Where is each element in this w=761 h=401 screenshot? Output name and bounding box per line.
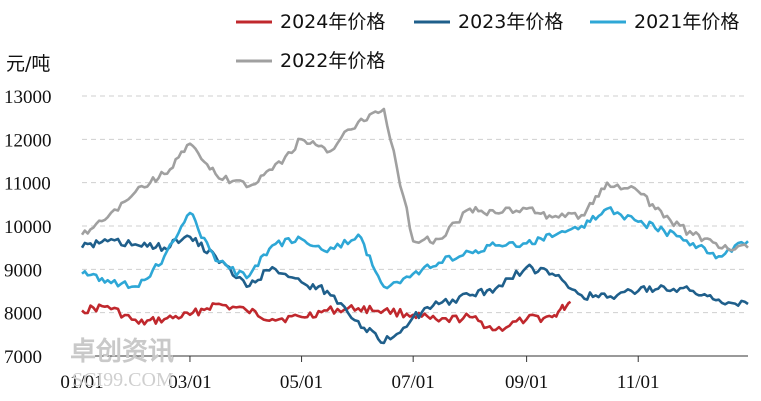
- series-line-3: [81, 206, 749, 290]
- y-tick-label: 11000: [4, 174, 51, 195]
- x-tick-label: 09/01: [505, 372, 548, 393]
- y-tick-label: 7000: [4, 347, 42, 368]
- legend: 2024年价格 2023年价格 2021年价格 2022年价格: [236, 11, 739, 72]
- legend-label: 2021年价格: [634, 11, 739, 33]
- x-axis: [81, 355, 748, 362]
- y-tick-label: 12000: [4, 130, 52, 151]
- x-tick-label: 01/01: [60, 372, 103, 393]
- x-tick-label: 07/01: [392, 372, 435, 393]
- watermark-text-cn: 卓创资讯: [70, 337, 174, 367]
- series-line-2: [80, 234, 749, 345]
- legend-label: 2024年价格: [280, 11, 385, 33]
- legend-label: 2023年价格: [458, 11, 563, 33]
- series-lines: [80, 107, 749, 345]
- series-line-4: [80, 107, 749, 252]
- watermark-text-en: SCI99.COM: [72, 369, 174, 391]
- y-tick-label: 9000: [4, 260, 42, 281]
- x-tick-label: 11/01: [617, 372, 660, 393]
- watermark: 卓创资讯 SCI99.COM: [70, 337, 174, 391]
- legend-item: 2021年价格: [590, 11, 739, 33]
- legend-label: 2022年价格: [280, 50, 385, 72]
- legend-item: 2022年价格: [236, 50, 385, 72]
- y-tick-label: 8000: [4, 304, 42, 325]
- y-tick-label: 13000: [4, 87, 52, 108]
- y-unit-label: 元/吨: [6, 53, 50, 75]
- legend-item: 2024年价格: [236, 11, 385, 33]
- y-tick-label: 10000: [4, 217, 52, 238]
- y-axis-ticks: 7000 8000 9000 10000 11000 12000 13000: [4, 87, 52, 368]
- x-axis-ticks: 01/01 03/01 05/01 07/01 09/01 11/01: [60, 372, 659, 393]
- legend-item: 2023年价格: [414, 11, 563, 33]
- x-tick-label: 03/01: [168, 372, 211, 393]
- series-line-1: [81, 300, 572, 332]
- x-tick-label: 05/01: [280, 372, 323, 393]
